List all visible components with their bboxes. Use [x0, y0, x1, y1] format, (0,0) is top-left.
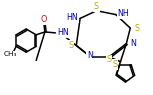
Text: HN: HN — [57, 28, 69, 37]
Text: S: S — [113, 60, 118, 69]
Text: CH₃: CH₃ — [4, 51, 17, 57]
Text: O: O — [41, 15, 47, 24]
Text: S: S — [106, 55, 112, 64]
Text: S: S — [134, 24, 139, 33]
Text: HN: HN — [66, 13, 78, 22]
Text: NH: NH — [118, 9, 129, 18]
Text: S: S — [68, 41, 73, 50]
Text: N: N — [87, 51, 93, 60]
Text: N: N — [130, 39, 136, 48]
Text: S: S — [94, 2, 99, 11]
